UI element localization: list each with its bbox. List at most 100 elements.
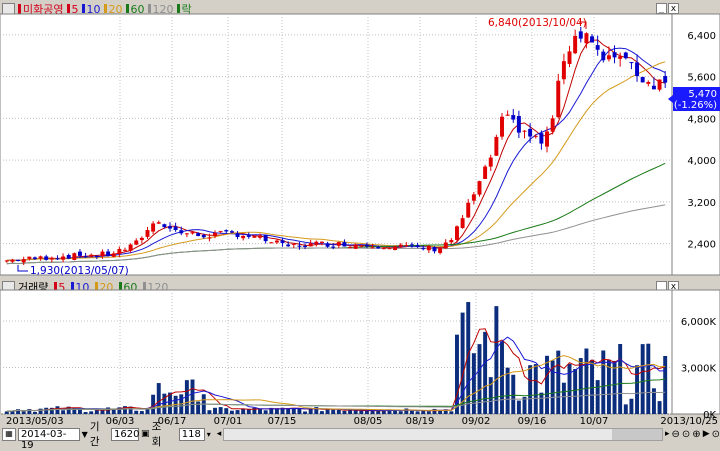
price-ma-legend-item[interactable]: 10	[82, 3, 100, 16]
candle-body	[16, 259, 21, 261]
volume-y-tick: 3,000K	[681, 364, 717, 375]
volume-bar	[331, 409, 336, 414]
volume-bar	[387, 409, 392, 414]
period-field[interactable]: 1620	[111, 427, 140, 441]
candle-body	[134, 240, 139, 245]
low-annotation: 1,930(2013/05/07)	[30, 265, 129, 277]
candle-body	[483, 166, 488, 179]
x-axis-label: 08/05	[354, 416, 383, 427]
volume-bar	[16, 409, 21, 414]
volume-bar	[123, 406, 127, 414]
price-y-tick: 4,000	[687, 156, 716, 167]
candle-body	[179, 230, 184, 234]
volume-bar	[584, 348, 589, 414]
candle-body	[173, 226, 178, 230]
scroll-left-button[interactable]: ◂	[216, 429, 222, 439]
scroll-right-button[interactable]: ▸	[664, 429, 670, 439]
candle-body	[10, 259, 15, 262]
candle-body	[522, 130, 527, 132]
date-field[interactable]: 2014-03-19	[17, 427, 80, 451]
candle-body	[370, 247, 375, 249]
volume-bar	[528, 365, 533, 414]
volume-bar	[100, 409, 105, 414]
candle-body	[398, 244, 403, 247]
volume-bar	[342, 410, 347, 414]
candle-body	[533, 135, 538, 137]
price-ma-legend-item[interactable]: 60	[126, 3, 144, 16]
candle-body	[246, 235, 251, 237]
candle-body	[606, 55, 611, 60]
volume-bar	[449, 411, 454, 414]
price-y-tick: 5,600	[687, 73, 716, 84]
date-dropdown-button[interactable]: ▼	[81, 429, 88, 439]
volume-bar	[168, 392, 172, 414]
candle-body	[471, 194, 476, 201]
volume-axis-area	[671, 289, 720, 415]
candle-body	[77, 251, 82, 256]
volume-bar	[128, 406, 133, 414]
volume-bar	[640, 344, 645, 414]
period-label: 기간	[89, 421, 100, 448]
candle-body	[646, 81, 651, 84]
candle-body	[359, 245, 364, 247]
volume-ma-legend-item[interactable]: 5	[52, 281, 65, 294]
scrollbar-track[interactable]	[223, 427, 663, 441]
query-label[interactable]: 조회	[151, 421, 162, 448]
volume-bar	[623, 404, 628, 414]
scrollbar-thumb[interactable]	[611, 428, 662, 440]
moving-average-lines	[6, 39, 666, 265]
candle-body	[629, 62, 634, 64]
volume-bar	[348, 409, 353, 414]
candle-body	[364, 244, 369, 247]
volume-bar	[319, 411, 324, 414]
volume-bar	[618, 344, 623, 414]
volume-bar	[561, 382, 566, 414]
volume-bar	[184, 380, 189, 414]
volume-bar	[207, 410, 212, 414]
volume-bar	[77, 407, 82, 414]
candle-body	[539, 133, 544, 144]
price-ma-legend-item[interactable]: 20	[104, 3, 122, 16]
volume-bar	[353, 410, 358, 414]
candle-body	[207, 237, 212, 239]
count-spinner[interactable]: ▾	[206, 429, 211, 439]
volume-bar	[573, 369, 578, 414]
volume-bar	[381, 410, 386, 414]
chart-canvas[interactable]: 6,400 5,600 4,800 4,000 3,200 2,400 6,000K 3,00…	[0, 0, 720, 427]
volume-bar	[432, 408, 437, 414]
zoom-reset-icon[interactable]: ⊙	[681, 428, 691, 440]
play-icon[interactable]: ▶	[702, 429, 710, 439]
high-annotation-arrow	[579, 21, 587, 29]
candle-body	[573, 35, 578, 54]
volume-bar	[500, 341, 504, 414]
candle-body	[218, 231, 223, 233]
candle-body	[61, 256, 66, 260]
volume-bar	[106, 407, 111, 414]
volume-bar	[235, 410, 240, 414]
volume-bar	[370, 410, 375, 414]
zoom-out-icon[interactable]: ⊖	[671, 428, 680, 440]
price-ma-legend-item[interactable]: 120	[148, 3, 173, 16]
volume-bar	[117, 407, 122, 414]
zoom-in-icon[interactable]: ⊕	[692, 428, 701, 440]
candle-body	[595, 45, 600, 50]
price-legend: 미화공영 5 10 20 60 120 락	[2, 0, 200, 18]
candle-body	[291, 243, 296, 245]
count-field[interactable]: 118	[178, 427, 205, 441]
candle-body	[213, 232, 217, 237]
query-icon[interactable]: ▣	[141, 429, 150, 439]
volume-bar	[229, 410, 234, 414]
price-ma-legend-item[interactable]: 락	[177, 3, 192, 16]
volume-bar	[61, 410, 66, 414]
calendar-icon[interactable]: ▦	[2, 427, 16, 441]
current-price: 5,470	[688, 89, 717, 100]
candle-body	[432, 247, 437, 252]
volume-bar	[156, 383, 161, 414]
volume-bar	[629, 398, 634, 414]
volume-bar	[505, 367, 510, 414]
volume-bar	[314, 407, 319, 414]
volume-bar	[421, 410, 426, 414]
price-ma-legend-item[interactable]: 5	[67, 3, 78, 16]
reset-icon[interactable]: ⊙	[711, 428, 720, 440]
